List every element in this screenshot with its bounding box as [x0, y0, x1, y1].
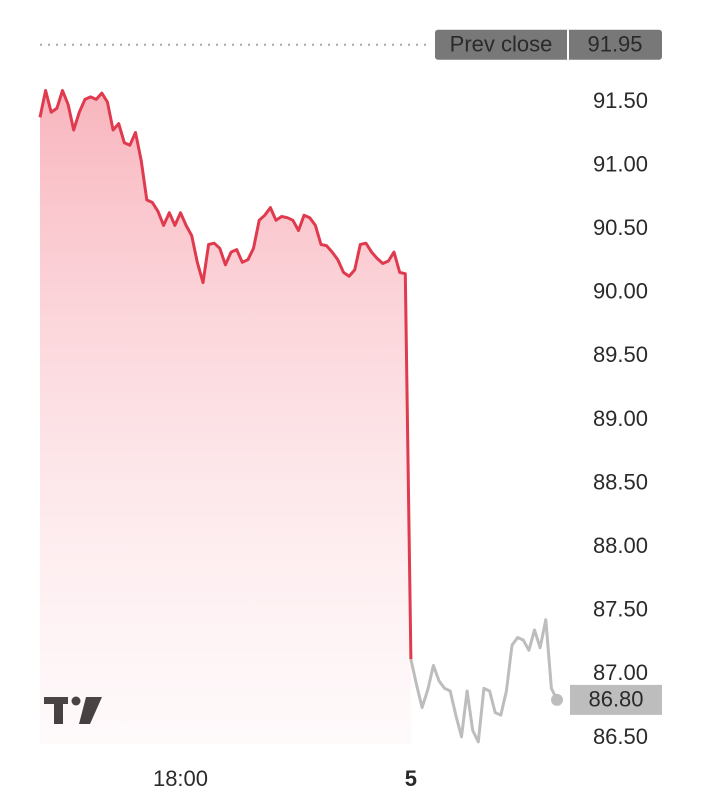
x-tick-label: 18:00	[153, 766, 208, 791]
line	[38, 89, 413, 660]
prev-close-value: 91.95	[587, 32, 642, 57]
area	[40, 90, 411, 745]
y-tick-label: 89.50	[593, 342, 648, 367]
prev-close-box	[435, 29, 662, 60]
y-tick-label: 86.50	[593, 724, 648, 749]
prev-close-label: Prev close	[450, 32, 553, 57]
y-tick-label: 90.50	[593, 215, 648, 240]
x-tick-label: 5	[405, 766, 417, 791]
line	[409, 618, 559, 744]
last-price-box	[570, 684, 662, 715]
y-tick-label: 88.50	[593, 469, 648, 494]
y-tick-label: 88.00	[593, 533, 648, 558]
y-tick-label: 91.50	[593, 88, 648, 113]
last-price-label: 86.80	[588, 687, 643, 712]
last-point	[551, 693, 563, 706]
y-tick-label: 90.00	[593, 279, 648, 304]
y-tick-label: 87.00	[593, 660, 648, 685]
y-tick-label: 91.00	[593, 151, 648, 176]
y-tick-label: 87.50	[593, 597, 648, 622]
y-tick-label: 89.00	[593, 406, 648, 431]
